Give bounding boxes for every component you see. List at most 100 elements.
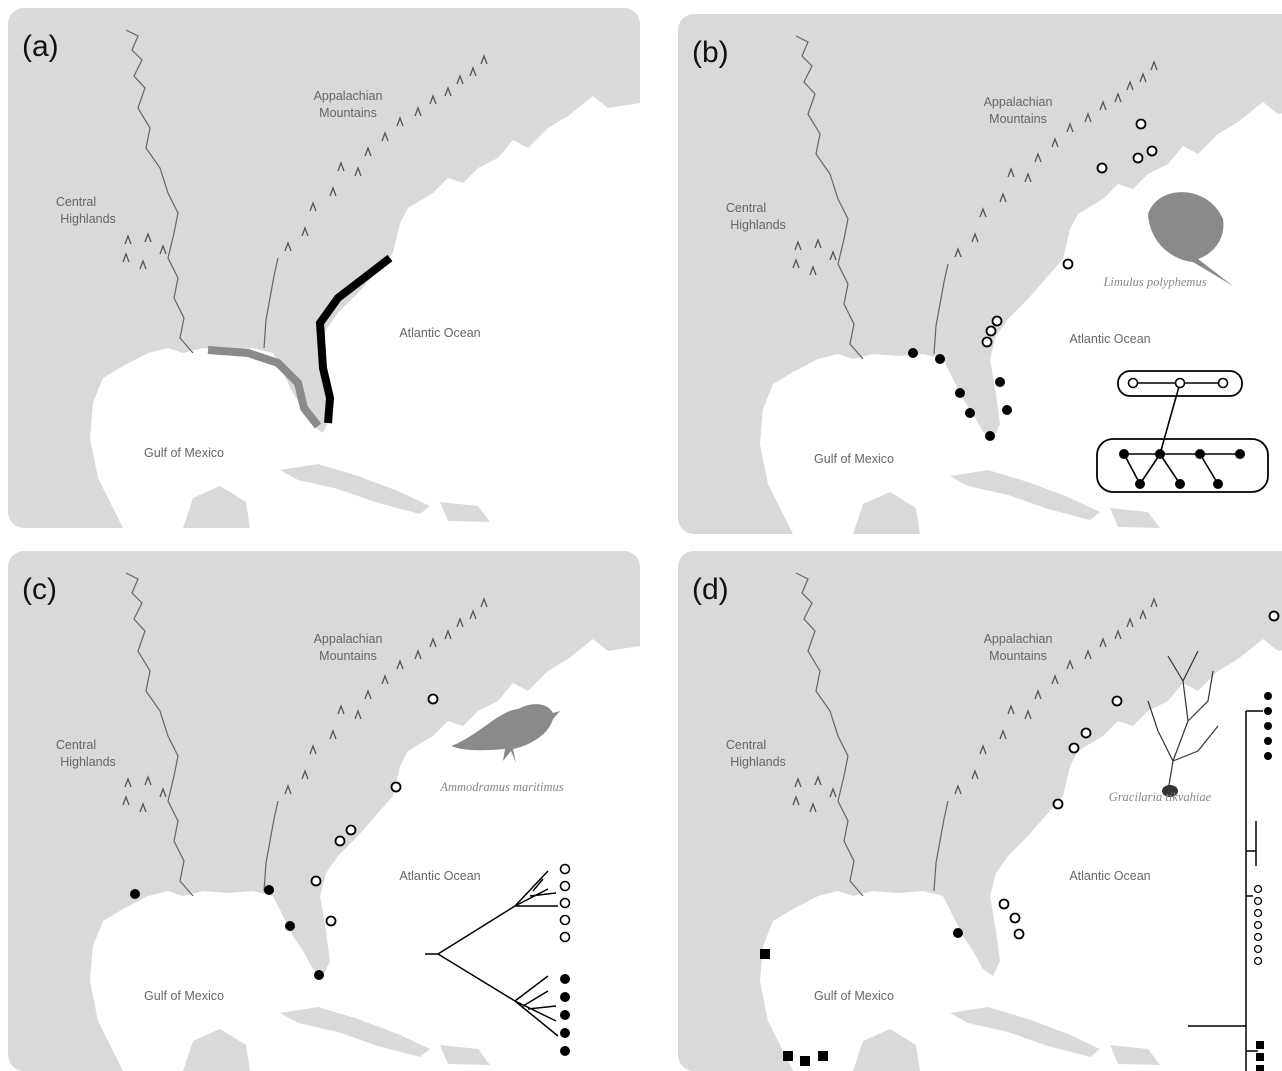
mountains-label: Appalachian <box>984 95 1053 109</box>
network-node <box>1213 479 1223 489</box>
open-site <box>1070 744 1079 753</box>
panel-label: (b) <box>692 36 729 69</box>
panel-label: (a) <box>22 30 59 63</box>
mountains-label: Appalachian <box>984 632 1053 646</box>
tip <box>561 882 570 891</box>
highlands-label: Central <box>56 738 96 752</box>
mountains-label: Mountains <box>989 649 1047 663</box>
network-node <box>1235 449 1245 459</box>
highlands-label: Highlands <box>730 755 786 769</box>
open-site <box>1134 154 1143 163</box>
tip <box>1256 1041 1264 1049</box>
tip <box>560 974 570 984</box>
filled-site <box>985 431 995 441</box>
open-site <box>987 327 996 336</box>
tip <box>1264 737 1272 745</box>
panel-viewport <box>8 551 640 1071</box>
open-site <box>327 917 336 926</box>
filled-site <box>1002 405 1012 415</box>
open-site <box>993 317 1002 326</box>
tip <box>560 1046 570 1056</box>
network-node <box>1119 449 1129 459</box>
network-node <box>1135 479 1145 489</box>
species-label: Ammodramus maritimus <box>439 780 563 794</box>
mountains-label: Mountains <box>319 649 377 663</box>
mountains-label: Appalachian <box>314 89 383 103</box>
open-site <box>1148 147 1157 156</box>
panel-label: (c) <box>22 573 57 606</box>
base-map <box>678 551 1282 1071</box>
highlands-label: Central <box>726 201 766 215</box>
tip <box>561 865 570 874</box>
filled-site <box>965 408 975 418</box>
filled-site <box>995 377 1005 387</box>
ocean-label: Atlantic Ocean <box>1069 332 1150 346</box>
square-site <box>783 1051 793 1061</box>
ocean-label: Atlantic Ocean <box>399 326 480 340</box>
map-panel: (c) Appalachian Mountains Central Highlands A… <box>8 551 640 1071</box>
tip <box>1255 934 1262 941</box>
tip <box>1264 752 1272 760</box>
highlands-label: Central <box>726 738 766 752</box>
tip <box>1256 1053 1264 1061</box>
filled-site <box>314 970 324 980</box>
open-site <box>392 783 401 792</box>
tip <box>1256 1065 1264 1071</box>
panel-viewport <box>678 14 1282 534</box>
network-node <box>1195 449 1205 459</box>
map-panel: (d) Appalachian Mountains Central Highlands A… <box>678 551 1282 1071</box>
filled-site <box>953 928 963 938</box>
network-node <box>1176 379 1185 388</box>
network-node <box>1129 379 1138 388</box>
mountains-label: Mountains <box>319 106 377 120</box>
highlands-label: Highlands <box>60 755 116 769</box>
filled-site <box>264 885 274 895</box>
open-site <box>1054 800 1063 809</box>
ocean-label: Atlantic Ocean <box>1069 869 1150 883</box>
mountains-label: Mountains <box>989 112 1047 126</box>
square-site <box>818 1051 828 1061</box>
open-site <box>1113 697 1122 706</box>
open-site <box>1082 729 1091 738</box>
tip <box>1255 922 1262 929</box>
filled-site <box>935 354 945 364</box>
open-site <box>1098 164 1107 173</box>
tip <box>1255 910 1262 917</box>
open-site <box>1137 120 1146 129</box>
tip <box>1264 722 1272 730</box>
open-site <box>1011 914 1020 923</box>
tip <box>1264 707 1272 715</box>
base-map <box>678 14 1282 534</box>
panel-viewport <box>678 551 1282 1071</box>
tip <box>1255 886 1262 893</box>
tip <box>1255 946 1262 953</box>
tip <box>560 1010 570 1020</box>
network-node <box>1175 479 1185 489</box>
gulf-label: Gulf of Mexico <box>814 452 894 466</box>
open-site <box>1064 260 1073 269</box>
highlands-label: Highlands <box>60 212 116 226</box>
open-site <box>1000 900 1009 909</box>
gulf-label: Gulf of Mexico <box>814 989 894 1003</box>
filled-site <box>130 889 140 899</box>
species-label: Gracilaria tikvahiae <box>1109 790 1212 804</box>
mountains-label: Appalachian <box>314 632 383 646</box>
tip <box>1264 692 1272 700</box>
tip <box>1255 898 1262 905</box>
open-site <box>1270 612 1279 621</box>
highlands-label: Highlands <box>730 218 786 232</box>
tip <box>561 899 570 908</box>
map-panel: (a) Appalachian Mountains Central Highlands A… <box>8 8 640 528</box>
square-site <box>760 949 770 959</box>
open-site <box>312 877 321 886</box>
panel-label: (d) <box>692 573 729 606</box>
tip <box>560 1028 570 1038</box>
base-map <box>8 8 640 528</box>
figure: (a) Appalachian Mountains Central Highlands A… <box>0 0 1282 1071</box>
filled-site <box>908 348 918 358</box>
gulf-label: Gulf of Mexico <box>144 989 224 1003</box>
tip <box>561 933 570 942</box>
open-site <box>429 695 438 704</box>
highlands-label: Central <box>56 195 96 209</box>
ocean-label: Atlantic Ocean <box>399 869 480 883</box>
